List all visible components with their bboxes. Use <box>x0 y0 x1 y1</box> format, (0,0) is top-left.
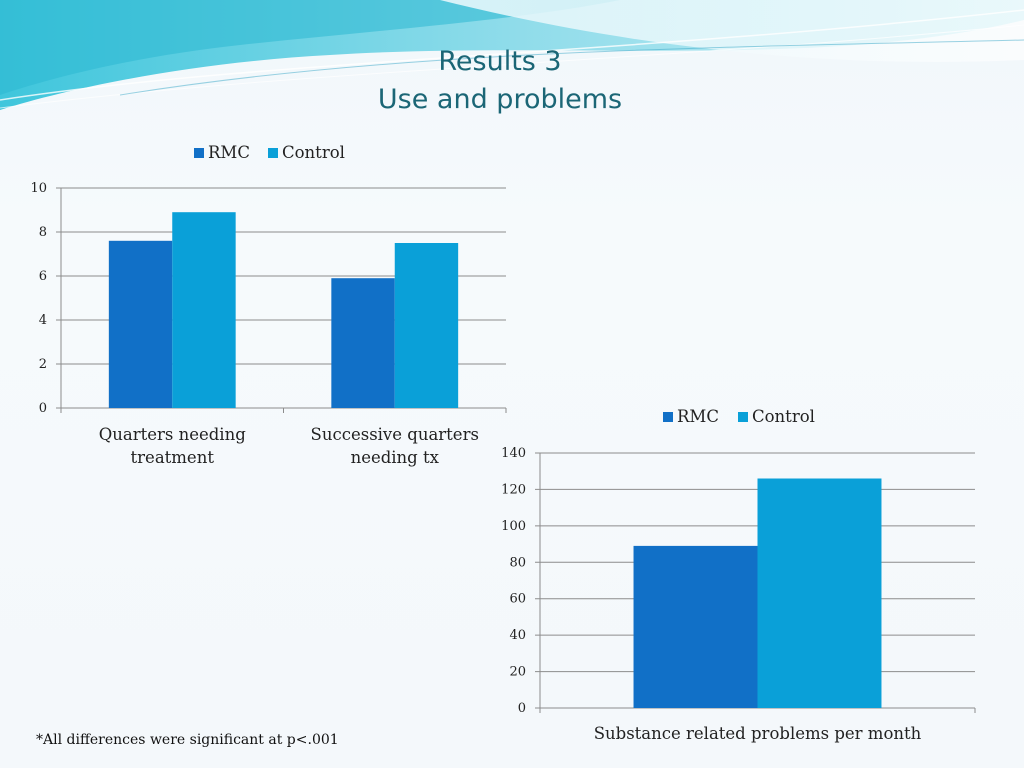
y-tick-label: 0 <box>518 701 526 716</box>
slide-title: Results 3 Use and problems <box>250 44 750 120</box>
title-line-2: Use and problems <box>377 84 623 115</box>
title-line-1: Results 3 <box>438 46 562 77</box>
y-tick-label: 60 <box>509 592 526 607</box>
category-label: needing tx <box>351 448 440 467</box>
y-tick-label: 100 <box>501 519 526 534</box>
category-label: Quarters needing <box>99 425 246 444</box>
category-label: Successive quarters <box>311 425 479 444</box>
y-tick-label: 80 <box>509 555 526 570</box>
legend-swatch-rmc <box>194 148 204 158</box>
y-tick-label: 120 <box>501 482 526 497</box>
category-label: treatment <box>131 448 215 467</box>
y-tick-label: 20 <box>509 665 526 680</box>
y-tick-label: 10 <box>30 181 47 196</box>
y-tick-label: 6 <box>39 269 47 284</box>
background-wave-decoration <box>0 0 1024 110</box>
bar-rmc-1 <box>633 545 758 708</box>
legend-swatch-rmc <box>663 412 673 422</box>
bar-control-1 <box>757 478 882 708</box>
y-tick-label: 4 <box>39 313 47 328</box>
y-tick-label: 140 <box>501 446 526 461</box>
bar-control-1 <box>172 212 236 408</box>
y-tick-label: 2 <box>39 357 47 372</box>
legend-label-control: Control <box>282 143 345 162</box>
legend-swatch-control <box>268 148 278 158</box>
footnote: *All differences were significant at p<.… <box>36 732 339 748</box>
legend-label-control: Control <box>752 407 815 426</box>
legend-swatch-control <box>738 412 748 422</box>
y-tick-label: 40 <box>509 628 526 643</box>
y-tick-label: 0 <box>39 401 47 416</box>
legend-label-rmc: RMC <box>208 143 250 162</box>
bar-rmc-2 <box>331 278 395 408</box>
bar-rmc-1 <box>108 240 173 408</box>
category-label: Substance related problems per month <box>594 724 922 743</box>
legend-label-rmc: RMC <box>677 407 719 426</box>
bar-control-2 <box>394 243 459 408</box>
y-tick-label: 8 <box>39 225 47 240</box>
